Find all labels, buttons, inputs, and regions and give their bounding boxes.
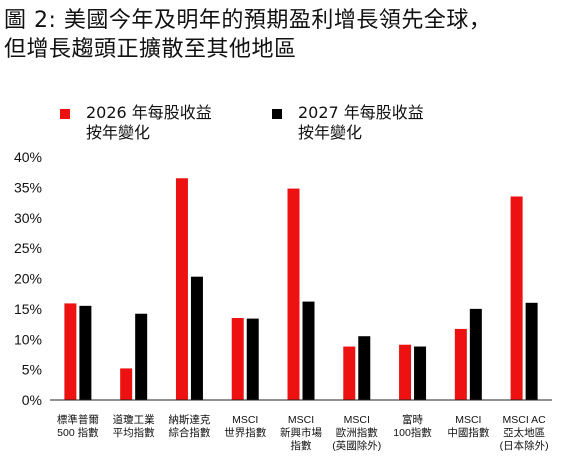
- bar-2026: [120, 368, 133, 400]
- x-tick-label: 納斯達克綜合指數: [168, 413, 210, 439]
- y-tick-label: 15%: [14, 301, 42, 317]
- y-tick-label: 30%: [14, 210, 42, 226]
- legend: 2026 年每股收益按年變化 2027 年每股收益按年變化: [60, 103, 424, 142]
- x-tick-label: MSCI 世界指數: [224, 414, 266, 439]
- bar-2027: [358, 336, 371, 400]
- bar-2027: [135, 313, 148, 400]
- x-tick-label: MSCI AC 亞太地區(日本除外): [500, 414, 549, 452]
- bar-2026: [175, 178, 188, 400]
- bar-2027: [302, 301, 315, 400]
- y-tick-label: 20%: [14, 271, 42, 287]
- x-tick-label: MSCI 歐洲指數(英國除外): [332, 414, 381, 452]
- bar-2026: [231, 317, 244, 400]
- bar-2027: [190, 276, 203, 400]
- legend-swatch-2026: [60, 109, 70, 119]
- y-tick-label: 40%: [14, 149, 42, 165]
- bar-2026: [287, 188, 300, 400]
- bar-2026: [510, 196, 523, 400]
- bar-2026: [64, 303, 77, 400]
- bar-2027: [79, 305, 92, 400]
- bar-2027: [414, 346, 427, 400]
- chart-title-line-2: 但增長趨頭正擴散至其他地區: [4, 37, 297, 62]
- bar-2027: [246, 318, 259, 400]
- legend-label-2026: 2026 年每股收益按年變化: [86, 103, 212, 142]
- x-tick-label: MSCI 中國指數: [447, 414, 489, 439]
- y-tick-label: 35%: [14, 179, 42, 195]
- chart-title-line-1: 圖 2: 美國今年及明年的預期盈利增長領先全球，: [4, 8, 492, 33]
- y-tick-label: 10%: [14, 331, 42, 347]
- y-tick-label: 0%: [22, 392, 42, 408]
- x-tick-label: 富時 100指數: [393, 413, 432, 439]
- x-tick-label: MSCI 新興市場指數: [280, 414, 322, 452]
- legend-swatch-2027: [272, 109, 282, 119]
- legend-label-2027: 2027 年每股收益按年變化: [298, 103, 424, 142]
- y-tick-label: 25%: [14, 240, 42, 256]
- y-tick-label: 5%: [22, 362, 42, 378]
- bar-2027: [469, 308, 482, 400]
- x-tick-label: 標準普爾 500 指數: [57, 413, 99, 439]
- chart-title: 圖 2: 美國今年及明年的預期盈利增長領先全球， 但增長趨頭正擴散至其他地區: [4, 6, 559, 64]
- bar-2026: [399, 344, 412, 400]
- bar-2026: [454, 328, 467, 400]
- y-axis: 0% 5% 10% 15% 20% 25% 30% 35% 40%: [14, 149, 42, 408]
- bar-2027: [525, 302, 538, 400]
- x-tick-label: 道瓊工業平均指數: [113, 413, 155, 439]
- bar-2026: [343, 346, 356, 400]
- bars: [64, 178, 538, 400]
